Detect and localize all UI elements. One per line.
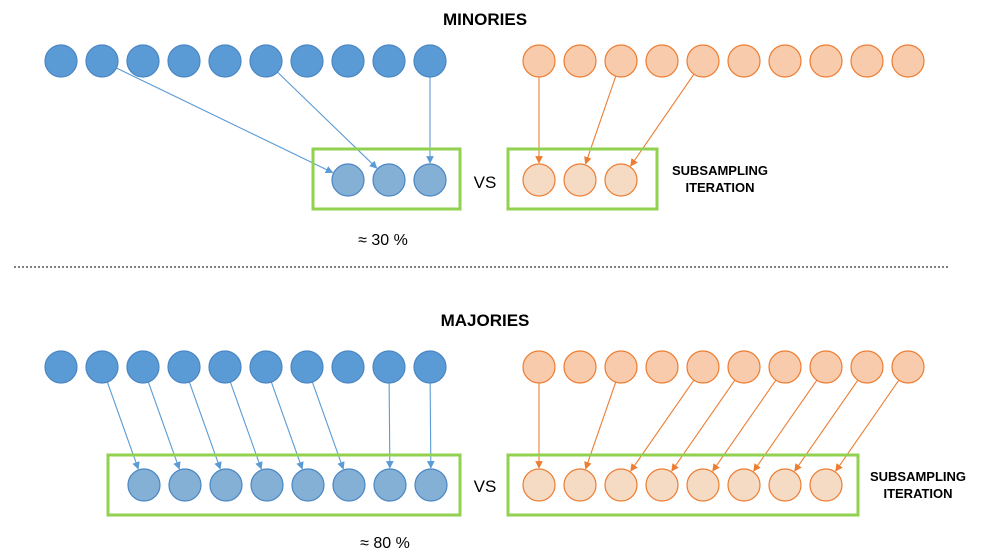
blue-sample-row: [127, 468, 448, 502]
orange-source-circle: [768, 350, 802, 384]
blue-sample-circle: [291, 468, 325, 502]
blue-sample-box: [311, 147, 462, 211]
orange-source-circle: [809, 350, 843, 384]
section-title: MINORIES: [443, 10, 527, 29]
orange-source-circle: [727, 350, 761, 384]
blue-source-circle: [167, 44, 201, 78]
orange-source-circle: [563, 44, 597, 78]
blue-source-circle: [249, 44, 283, 78]
sampling-arrow: [630, 379, 695, 472]
orange-source-circle: [645, 44, 679, 78]
orange-source-row: [522, 350, 925, 384]
orange-sample-circle: [522, 468, 556, 502]
orange-sample-circle: [563, 163, 597, 197]
arrow-links: [106, 379, 900, 472]
side-label-line2: ITERATION: [883, 486, 952, 501]
blue-source-circle: [249, 350, 283, 384]
blue-source-circle: [372, 44, 406, 78]
blue-sample-circle: [332, 468, 366, 502]
orange-sample-circle: [604, 468, 638, 502]
orange-source-circle: [686, 44, 720, 78]
orange-source-circle: [563, 350, 597, 384]
side-label-line1: SUBSAMPLING: [870, 469, 966, 484]
sampling-arrow: [712, 379, 777, 472]
side-label-line2: ITERATION: [685, 180, 754, 195]
sampling-arrow: [277, 71, 378, 169]
orange-source-circle: [850, 44, 884, 78]
vs-label: VS: [474, 173, 497, 192]
orange-source-circle: [522, 44, 556, 78]
sampling-arrow: [835, 379, 900, 472]
orange-source-circle: [891, 44, 925, 78]
orange-sample-row: [522, 468, 843, 502]
sampling-arrow: [794, 379, 859, 472]
sampling-arrow: [584, 75, 617, 165]
orange-source-circle: [768, 44, 802, 78]
percent-label: ≈ 80 %: [360, 535, 410, 552]
blue-source-circle: [85, 350, 119, 384]
vs-label: VS: [474, 477, 497, 496]
percent-label: ≈ 30 %: [358, 232, 408, 249]
orange-sample-circle: [727, 468, 761, 502]
blue-source-circle: [208, 44, 242, 78]
orange-sample-box: [506, 147, 659, 211]
blue-source-circle: [44, 350, 78, 384]
orange-sample-box: [506, 453, 860, 517]
blue-sample-box: [106, 453, 462, 517]
blue-source-circle: [331, 44, 365, 78]
orange-source-circle: [891, 350, 925, 384]
blue-source-circle: [85, 44, 119, 78]
blue-source-row: [44, 44, 447, 78]
sampling-arrow: [753, 379, 818, 472]
blue-sample-circle: [168, 468, 202, 502]
orange-sample-circle: [604, 163, 638, 197]
orange-sample-row: [522, 163, 638, 197]
blue-source-circle: [413, 44, 447, 78]
section-minories: MINORIES VS ≈ 30 % SUBSAMPLING ITERATION: [44, 10, 925, 249]
orange-source-circle: [809, 44, 843, 78]
orange-source-circle: [604, 350, 638, 384]
blue-source-circle: [331, 350, 365, 384]
section-majories: MAJORIES VS ≈ 80 % SUBSAMPLING ITERATION: [44, 311, 966, 552]
orange-source-circle: [727, 44, 761, 78]
blue-source-circle: [208, 350, 242, 384]
section-title: MAJORIES: [441, 311, 530, 330]
blue-source-row: [44, 350, 447, 384]
side-label-line1: SUBSAMPLING: [672, 163, 768, 178]
blue-sample-circle: [250, 468, 284, 502]
blue-source-circle: [372, 350, 406, 384]
blue-sample-circle: [372, 163, 406, 197]
blue-source-circle: [126, 44, 160, 78]
blue-sample-row: [331, 163, 447, 197]
sampling-arrow: [630, 73, 695, 167]
orange-source-circle: [604, 44, 638, 78]
blue-sample-circle: [373, 468, 407, 502]
blue-source-circle: [126, 350, 160, 384]
blue-sample-circle: [413, 163, 447, 197]
orange-source-circle: [686, 350, 720, 384]
blue-sample-circle: [209, 468, 243, 502]
sampling-arrow: [116, 67, 334, 174]
orange-source-row: [522, 44, 925, 78]
blue-sample-circle: [331, 163, 365, 197]
blue-source-circle: [167, 350, 201, 384]
orange-sample-circle: [686, 468, 720, 502]
orange-source-circle: [850, 350, 884, 384]
arrow-links: [116, 67, 695, 174]
orange-sample-circle: [809, 468, 843, 502]
orange-sample-circle: [768, 468, 802, 502]
blue-sample-circle: [414, 468, 448, 502]
orange-sample-circle: [522, 163, 556, 197]
orange-source-circle: [645, 350, 679, 384]
blue-source-circle: [290, 44, 324, 78]
blue-sample-circle: [127, 468, 161, 502]
blue-source-circle: [290, 350, 324, 384]
sampling-arrow: [671, 379, 736, 472]
orange-sample-circle: [645, 468, 679, 502]
orange-sample-circle: [563, 468, 597, 502]
orange-source-circle: [522, 350, 556, 384]
blue-source-circle: [44, 44, 78, 78]
blue-source-circle: [413, 350, 447, 384]
